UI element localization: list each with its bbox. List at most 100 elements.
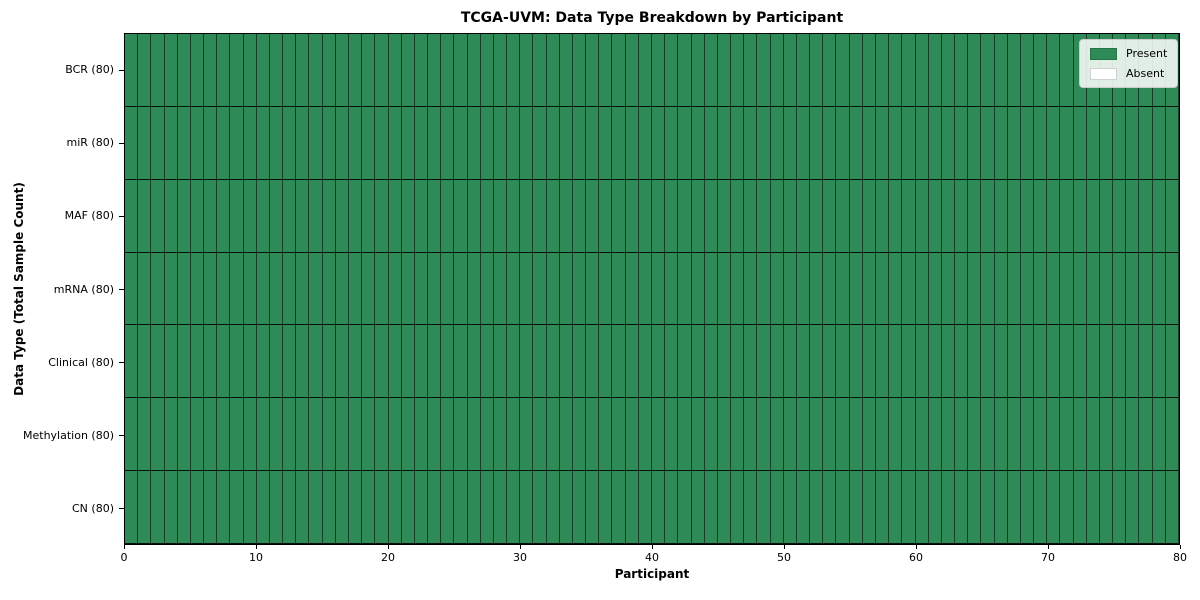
heatmap-cell xyxy=(941,471,956,544)
heatmap-cell xyxy=(875,471,890,544)
y-tick-mark xyxy=(119,362,124,364)
heatmap-cell xyxy=(1126,325,1140,399)
heatmap-cell xyxy=(1060,34,1074,107)
heatmap-cell xyxy=(586,34,600,107)
x-tick-label: 60 xyxy=(909,551,923,564)
heatmap-cell xyxy=(138,34,152,107)
heatmap-cell xyxy=(1060,471,1074,544)
heatmap-cell xyxy=(691,34,705,107)
heatmap-cell xyxy=(717,34,732,107)
heatmap-cell xyxy=(296,471,310,544)
heatmap-cell xyxy=(533,325,547,399)
heatmap-cell xyxy=(493,252,508,326)
heatmap-cell xyxy=(625,398,639,472)
heatmap-cell xyxy=(717,471,732,544)
heatmap-cell xyxy=(770,179,784,253)
x-axis-label: Participant xyxy=(614,567,690,581)
heatmap-cell xyxy=(204,106,218,180)
heatmap-cell xyxy=(744,179,758,253)
heatmap-cell xyxy=(388,106,402,180)
heatmap-cell xyxy=(375,106,389,180)
heatmap-cell xyxy=(401,398,415,472)
heatmap-cell xyxy=(217,34,231,107)
heatmap-cell xyxy=(151,252,165,326)
heatmap-cell xyxy=(665,34,679,107)
heatmap-cell xyxy=(678,325,692,399)
heatmap-cell xyxy=(177,179,191,253)
heatmap-cell xyxy=(612,106,626,180)
heatmap-cell xyxy=(1099,325,1114,399)
heatmap-cell xyxy=(467,179,481,253)
heatmap-cell xyxy=(362,471,376,544)
heatmap-cell xyxy=(836,34,850,107)
heatmap-cell xyxy=(217,471,231,544)
heatmap-cell xyxy=(493,471,508,544)
heatmap-cell xyxy=(586,398,600,472)
heatmap-cell xyxy=(296,398,310,472)
heatmap-cell xyxy=(1047,471,1061,544)
heatmap-cell xyxy=(981,34,995,107)
heatmap-cell xyxy=(1152,325,1166,399)
legend-item-present: Present xyxy=(1090,47,1167,60)
heatmap-cell xyxy=(507,398,521,472)
heatmap-cell xyxy=(849,398,863,472)
heatmap-cell xyxy=(1060,179,1074,253)
heatmap-cell xyxy=(889,252,903,326)
heatmap-cell xyxy=(1099,106,1114,180)
heatmap-cell xyxy=(269,106,284,180)
heatmap-cell xyxy=(151,34,165,107)
heatmap-cell xyxy=(1020,34,1035,107)
heatmap-cell xyxy=(283,252,297,326)
heatmap-cell xyxy=(836,179,850,253)
heatmap-cell xyxy=(665,471,679,544)
heatmap-cell xyxy=(744,106,758,180)
heatmap-cell xyxy=(704,398,718,472)
heatmap-cell xyxy=(348,325,363,399)
heatmap-cell xyxy=(217,325,231,399)
heatmap-cell xyxy=(1152,179,1166,253)
heatmap-cell xyxy=(335,471,349,544)
heatmap-cell xyxy=(414,398,429,472)
heatmap-cell xyxy=(1113,179,1127,253)
heatmap-cell xyxy=(796,179,811,253)
heatmap-cell xyxy=(652,252,666,326)
heatmap-cell xyxy=(955,106,969,180)
heatmap-cell xyxy=(164,179,178,253)
heatmap-cell xyxy=(665,398,679,472)
heatmap-cell xyxy=(968,398,982,472)
y-tick-label: Clinical (80) xyxy=(48,355,114,369)
heatmap-cell xyxy=(928,325,942,399)
heatmap-cell xyxy=(704,106,718,180)
x-tick-mark xyxy=(652,545,653,549)
heatmap-cell xyxy=(362,325,376,399)
heatmap-cell xyxy=(678,252,692,326)
heatmap-cell xyxy=(204,179,218,253)
legend-label-absent: Absent xyxy=(1126,67,1165,80)
heatmap-cell xyxy=(638,179,652,253)
heatmap-cell xyxy=(744,398,758,472)
heatmap-cell xyxy=(796,471,811,544)
heatmap-cell xyxy=(612,398,626,472)
heatmap-cell xyxy=(335,398,349,472)
heatmap-cell xyxy=(678,106,692,180)
heatmap-cell xyxy=(1099,252,1114,326)
heatmap-cell xyxy=(1034,179,1048,253)
heatmap-cell xyxy=(783,325,797,399)
heatmap-cell xyxy=(190,471,205,544)
heatmap-cell xyxy=(625,471,639,544)
heatmap-cell xyxy=(1152,252,1166,326)
heatmap-cell xyxy=(441,34,455,107)
heatmap-cell xyxy=(1020,106,1035,180)
heatmap-cell xyxy=(823,34,837,107)
heatmap-cell xyxy=(493,325,508,399)
heatmap-cell xyxy=(454,325,468,399)
heatmap-cell xyxy=(1099,398,1114,472)
heatmap-cell xyxy=(401,471,415,544)
heatmap-cell xyxy=(546,325,560,399)
heatmap-cell xyxy=(1139,325,1153,399)
heatmap-cell xyxy=(177,325,191,399)
x-tick-mark xyxy=(1180,545,1181,549)
heatmap-cell xyxy=(731,34,745,107)
heatmap-cell xyxy=(981,252,995,326)
heatmap-cell xyxy=(322,325,336,399)
